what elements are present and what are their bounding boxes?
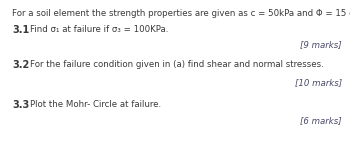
Text: For the failure condition given in (a) find shear and normal stresses.: For the failure condition given in (a) f…: [30, 60, 324, 69]
Text: [10 marks]: [10 marks]: [295, 78, 342, 87]
Text: [6 marks]: [6 marks]: [300, 116, 342, 125]
Text: Find σ₁ at failure if σ₃ = 100KPa.: Find σ₁ at failure if σ₃ = 100KPa.: [30, 25, 168, 34]
Text: 3.2: 3.2: [12, 60, 29, 70]
Text: Plot the Mohr- Circle at failure.: Plot the Mohr- Circle at failure.: [30, 100, 161, 109]
Text: 3.1: 3.1: [12, 25, 29, 35]
Text: For a soil element the strength properties are given as c = 50kPa and Φ = 15 deg: For a soil element the strength properti…: [12, 9, 350, 18]
Text: 3.3: 3.3: [12, 100, 29, 110]
Text: [9 marks]: [9 marks]: [300, 40, 342, 49]
